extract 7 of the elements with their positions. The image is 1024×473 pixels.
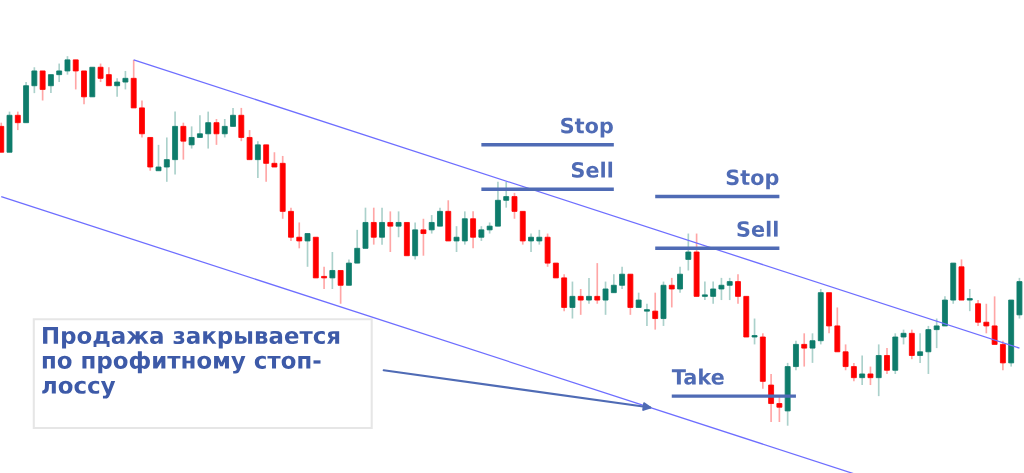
- series-label: Stop: [726, 169, 779, 190]
- series-label: Take: [671, 368, 724, 385]
- series-label: Stop: [561, 117, 613, 138]
- annotation: Продажа закрывается по профитному стоп- лоссу: [42, 327, 340, 399]
- series-label: Sell: [571, 161, 613, 178]
- series-label: Sell: [737, 220, 778, 237]
- candlestick: [346, 258, 352, 287]
